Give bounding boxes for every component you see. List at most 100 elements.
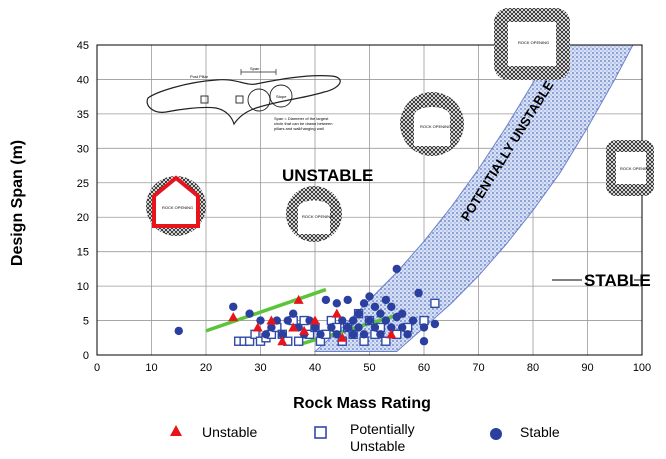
opening-illustration-1: ROCK OPENING [146,175,206,236]
stable-point [321,295,331,305]
unstable-point [266,315,277,325]
potentially-unstable-point [381,336,391,346]
stable-point [430,319,440,329]
plot-frame [96,44,643,356]
legend-marker-potentially-unstable [314,426,327,439]
stable-point [419,323,429,332]
unstable-point [277,336,288,346]
y-tick-label: 5 [83,316,89,328]
legend-label-unstable: Unstable [202,424,257,440]
y-tick-label: 20 [77,212,89,224]
unstable-point [386,329,397,339]
y-tick-label: 40 [77,74,89,86]
potentially-unstable-point [430,298,440,309]
y-tick-label: 15 [77,247,89,259]
boundary-line [205,287,327,333]
stable-point [283,316,292,325]
x-tick-label: 0 [94,362,100,374]
stable-point [278,330,287,339]
unstable-region-label: UNSTABLE [282,166,373,185]
x-axis-title: Rock Mass Rating [293,395,431,412]
stable-point [332,330,341,339]
stable-point [174,326,183,336]
stable-point [381,316,391,325]
stable-point [343,295,352,305]
x-tick-label: 90 [581,362,593,374]
stable-point [370,323,380,332]
stable-point [414,288,423,298]
legend-label-potentially-line2: Unstable [350,438,405,454]
stable-point [343,323,352,332]
legend: Unstable Potentially Unstable Stable [170,421,560,454]
stable-point [408,316,418,325]
stable-point [376,309,385,318]
opening-illustration-4: ROCK OPENING [494,8,570,80]
span-label: Span [250,66,259,71]
stable-point [403,330,412,339]
potentially-unstable-point [293,336,304,346]
y-tick-label: 45 [77,40,89,52]
stable-point [289,309,298,318]
y-tick-label: 0 [83,350,89,362]
unstable-point [331,308,342,318]
unstable-point [299,325,310,335]
stope-label: Stope [276,94,287,99]
potentially-unstable-band [313,45,634,353]
opening-label-1: ROCK OPENING [162,205,193,210]
y-tick-label: 35 [77,109,89,121]
stable-point [310,323,320,332]
legend-label-potentially-line1: Potentially [350,421,415,437]
axis-ticks: 0 10 20 30 40 50 60 70 80 90 100 0 5 10 15 20 25 30 35 40 45 [77,40,651,374]
stable-point [365,292,374,301]
stable-point [376,330,385,339]
unstable-point [337,332,348,342]
legend-item-unstable: Unstable [170,424,257,440]
x-tick-label: 20 [200,362,212,374]
stable-region-label: STABLE [584,271,651,290]
stable-point [381,295,391,305]
legend-item-stable: Stable [490,424,560,440]
stable-point [245,309,254,318]
stable-point [359,299,369,308]
stable-point [261,330,271,339]
stable-point [332,299,341,308]
x-tick-label: 70 [472,362,484,374]
stable-point [354,323,363,332]
unstable-point [252,322,263,332]
opening-label-2: ROCK OPENING [302,214,333,219]
y-tick-label: 10 [77,281,89,293]
stable-point [392,264,401,274]
stable-point [267,323,276,332]
span-note-2: circle that can be drawn between [274,121,332,126]
span-note-3: pillars and wall/hanging wall [274,126,324,131]
stable-point [387,302,396,311]
stable-point [316,330,325,339]
x-tick-label: 40 [309,362,321,374]
potentially-unstable-point [244,336,255,346]
span-note-1: Span = Diameter of the largest [274,116,329,121]
stable-point [398,309,407,318]
legend-marker-unstable [170,425,182,436]
opening-illustration-2: ROCK OPENING [286,186,342,242]
stope-schematic: Post Pillar Span Stope Span = Diameter o… [146,66,341,131]
x-tick-label: 80 [527,362,539,374]
stable-point [348,316,358,325]
stable-point [256,316,265,325]
stable-point [348,330,358,339]
y-tick-label: 30 [77,143,89,155]
y-tick-label: 25 [77,178,89,190]
band-area [313,45,634,353]
opening-label-3: ROCK OPENING [420,124,451,129]
unstable-point [310,315,320,325]
opening-illustration-5: ROCK OPENING [606,140,654,196]
x-tick-label: 10 [145,362,157,374]
stable-point [398,323,407,332]
legend-marker-stable [490,428,502,440]
unstable-point [293,294,304,304]
unstable-point [288,322,299,332]
x-tick-label: 100 [633,362,651,374]
legend-label-stable: Stable [520,424,560,440]
stable-point [229,302,238,311]
stable-point [365,316,374,325]
post-pillar-label: Post Pillar [190,74,209,79]
